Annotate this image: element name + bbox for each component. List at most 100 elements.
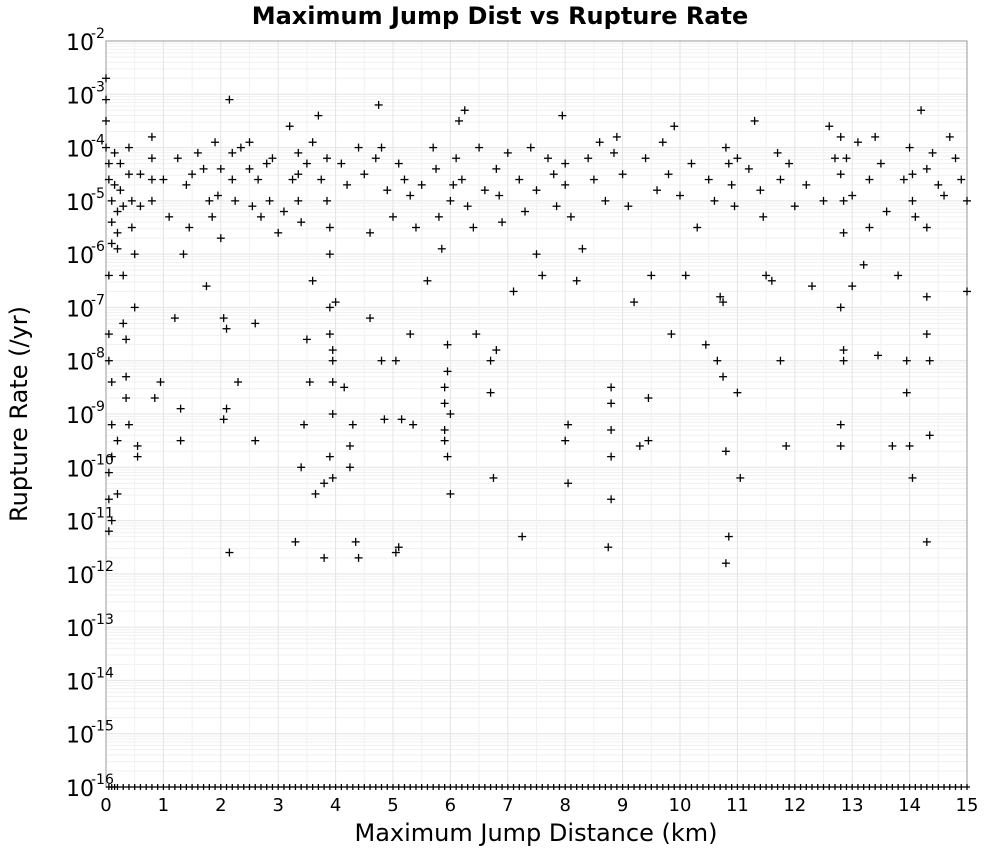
data-point: [371, 154, 380, 163]
y-tick-base: 10: [66, 138, 94, 163]
data-point: [205, 196, 214, 205]
data-point: [780, 784, 787, 790]
data-point: [262, 159, 271, 168]
data-point: [107, 420, 116, 429]
data-point: [601, 196, 610, 205]
data-point: [432, 164, 441, 173]
y-tick-base: 10: [66, 31, 94, 56]
data-point: [842, 154, 851, 163]
data-point: [964, 784, 970, 790]
data-point: [440, 425, 449, 434]
data-point: [211, 138, 220, 147]
y-tick-base: 10: [66, 84, 94, 109]
data-point: [443, 340, 452, 349]
data-point: [113, 228, 122, 237]
data-point: [688, 784, 695, 790]
x-tick-label: 8: [559, 795, 570, 816]
data-point: [302, 335, 311, 344]
data-point: [940, 191, 949, 200]
data-point: [389, 212, 397, 221]
data-point: [717, 784, 724, 790]
y-tick-label: 10-5: [66, 186, 105, 216]
data-point: [360, 170, 369, 179]
data-point: [440, 436, 449, 445]
data-point: [225, 95, 234, 104]
data-point: [216, 234, 225, 243]
data-point: [883, 784, 890, 790]
data-point: [297, 218, 306, 227]
data-point: [963, 196, 971, 205]
data-point: [423, 276, 432, 285]
data-point: [607, 425, 616, 434]
data-point: [711, 784, 718, 790]
data-point: [452, 154, 461, 163]
data-point: [790, 202, 799, 211]
data-point: [727, 180, 736, 189]
grid: [105, 40, 968, 788]
data-point: [328, 410, 337, 418]
data-point: [687, 159, 696, 168]
data-point: [165, 212, 174, 221]
chart-title: Maximum Jump Dist vs Rupture Rate: [252, 2, 749, 30]
data-point: [107, 196, 116, 205]
data-point: [830, 154, 839, 163]
data-point: [836, 441, 845, 450]
data-point: [225, 548, 234, 557]
data-point: [102, 74, 110, 83]
data-point: [400, 175, 409, 184]
y-tick-label: 10-13: [66, 612, 114, 642]
data-point: [476, 784, 483, 790]
data-point: [104, 356, 113, 365]
data-point: [767, 276, 776, 285]
data-point: [216, 164, 225, 173]
x-tick-label: 12: [783, 795, 806, 816]
data-point: [564, 479, 573, 488]
data-point: [791, 784, 798, 790]
data-point: [440, 383, 449, 392]
data-point: [332, 784, 339, 790]
data-point: [325, 303, 334, 312]
data-point: [113, 489, 122, 498]
data-point: [836, 420, 845, 429]
data-point: [578, 244, 587, 253]
data-point: [222, 324, 231, 333]
data-point: [958, 784, 965, 790]
data-point: [305, 378, 314, 387]
data-point: [206, 784, 213, 790]
y-tick-base: 10: [66, 297, 94, 322]
data-point: [130, 250, 139, 259]
data-point: [693, 223, 702, 232]
data-point: [200, 784, 207, 790]
data-point: [325, 223, 334, 232]
y-tick-label: 10-12: [66, 559, 114, 589]
data-point: [325, 330, 334, 339]
data-point: [455, 116, 464, 125]
x-tick-label: 14: [898, 795, 921, 816]
data-point: [589, 175, 598, 184]
data-point: [641, 154, 650, 163]
data-point: [839, 356, 848, 365]
data-point: [136, 202, 145, 211]
data-point: [733, 154, 742, 163]
data-point: [604, 543, 613, 552]
data-point: [133, 441, 142, 450]
data-point: [922, 223, 931, 232]
data-point: [667, 330, 676, 339]
x-tick-label: 2: [215, 795, 226, 816]
data-point: [957, 175, 966, 184]
data-point: [613, 784, 620, 790]
data-point: [831, 784, 838, 790]
data-point: [378, 784, 385, 790]
data-point: [558, 111, 567, 120]
data-point: [584, 154, 593, 163]
y-tick-exponent: -3: [91, 79, 105, 95]
data-point: [701, 340, 710, 349]
data-point: [147, 196, 156, 205]
data-point: [624, 202, 633, 211]
data-point: [470, 784, 477, 790]
data-point: [308, 276, 317, 285]
data-point: [395, 784, 402, 790]
y-tick-base: 10: [66, 191, 94, 216]
data-point: [390, 784, 396, 790]
data-point: [499, 784, 506, 790]
